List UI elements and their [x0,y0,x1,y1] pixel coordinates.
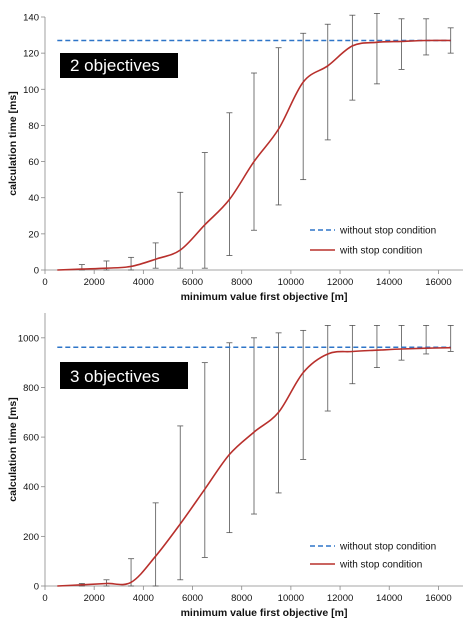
error-bar [251,337,257,515]
x-tick-label: 14000 [376,277,402,288]
y-tick-label: 0 [34,582,39,593]
x-tick-label: 12000 [327,277,353,288]
y-tick-labels: 0 20 40 60 80 100 120 140 [23,13,39,277]
y-tick-label: 200 [23,532,39,543]
series-line-with-stop-condition [57,39,451,271]
error-bar [251,72,257,231]
x-tick-label: 8000 [231,277,252,288]
y-tick-label: 600 [23,433,39,444]
error-bar [177,425,184,581]
y-tick-label: 0 [34,266,39,277]
error-bar [177,191,184,269]
legend: without stop condition with stop conditi… [310,226,436,257]
legend-label-with-stop-condition: with stop condition [339,246,422,257]
y-tick-label: 400 [23,482,39,493]
error-bar [398,325,405,361]
x-tick-label: 10000 [278,277,304,288]
x-tick-label: 6000 [182,277,203,288]
x-tick-label: 6000 [182,593,203,604]
panel-label-text: 3 objectives [70,367,160,386]
x-tick-label: 16000 [425,277,451,288]
x-tick-label: 2000 [84,277,105,288]
x-tick-label: 10000 [278,593,304,604]
legend-label-without-stop-condition: without stop condition [339,226,436,237]
x-axis-title: minimum value first objective [m] [181,607,348,619]
panel-label-box [60,362,188,389]
error-bar [324,325,331,412]
error-bar [201,362,208,558]
error-bar [373,12,380,85]
x-tick-label: 8000 [231,593,252,604]
error-bars [78,325,454,587]
error-bar [423,18,430,56]
error-bar [275,47,282,206]
x-tick-label: 2000 [84,593,105,604]
error-bar [373,325,380,369]
x-tick-label: 4000 [133,277,154,288]
y-axis-title: calculation time [ms] [7,397,19,501]
y-tick-label: 20 [28,229,39,240]
y-tick-labels: 0 200 400 600 800 1000 [18,333,39,592]
error-bar [349,14,356,101]
legend-label-without-stop-condition: without stop condition [339,542,436,553]
y-tick-label: 80 [28,121,39,132]
error-bar [398,18,405,70]
chart-panel-3-objectives: 0 200 400 600 800 1000 0 2000 4000 6000 8000 10000… [7,313,463,619]
chart-panel-2-objectives: 0 20 40 60 80 100 120 140 0 2000 4000 6000 8000 1000… [7,12,463,303]
panel-label: 2 objectives [60,53,178,78]
x-tick-label: 16000 [425,593,451,604]
error-bar [423,325,430,355]
legend: without stop condition with stop conditi… [310,542,436,571]
x-axis-title: minimum value first objective [m] [181,291,348,303]
series-line-with-stop-condition [57,346,451,587]
y-tick-label: 120 [23,49,39,60]
error-bar [201,152,208,269]
y-tick-label: 100 [23,85,39,96]
y-tick-label: 60 [28,157,39,168]
error-bar [152,502,159,587]
y-tick-label: 40 [28,193,39,204]
error-bar [300,32,307,181]
tick-marks [41,313,463,590]
y-tick-label: 1000 [18,333,39,344]
x-tick-labels: 0 2000 4000 6000 8000 10000 12000 14000 16000 [42,593,451,604]
error-bar [226,342,233,534]
x-tick-label: 14000 [376,593,402,604]
x-tick-label: 0 [42,277,47,288]
tick-marks [41,16,463,274]
y-axis-title: calculation time [ms] [7,91,19,195]
error-bar [349,325,356,385]
y-tick-label: 140 [23,13,39,24]
x-tick-label: 4000 [133,593,154,604]
error-bar [152,242,159,269]
error-bars [78,12,454,271]
legend-label-with-stop-condition: with stop condition [339,560,422,571]
x-tick-labels: 0 2000 4000 6000 8000 10000 12000 14000 16000 [42,277,451,288]
panel-label: 3 objectives [60,362,188,389]
y-tick-label: 800 [23,383,39,394]
error-bar [300,329,307,460]
error-bar [324,23,331,141]
error-bar [128,256,135,271]
x-tick-label: 12000 [327,593,353,604]
panel-label-text: 2 objectives [70,56,160,75]
x-tick-label: 0 [42,593,47,604]
error-bar [226,112,233,256]
panel-label-box [60,53,178,78]
